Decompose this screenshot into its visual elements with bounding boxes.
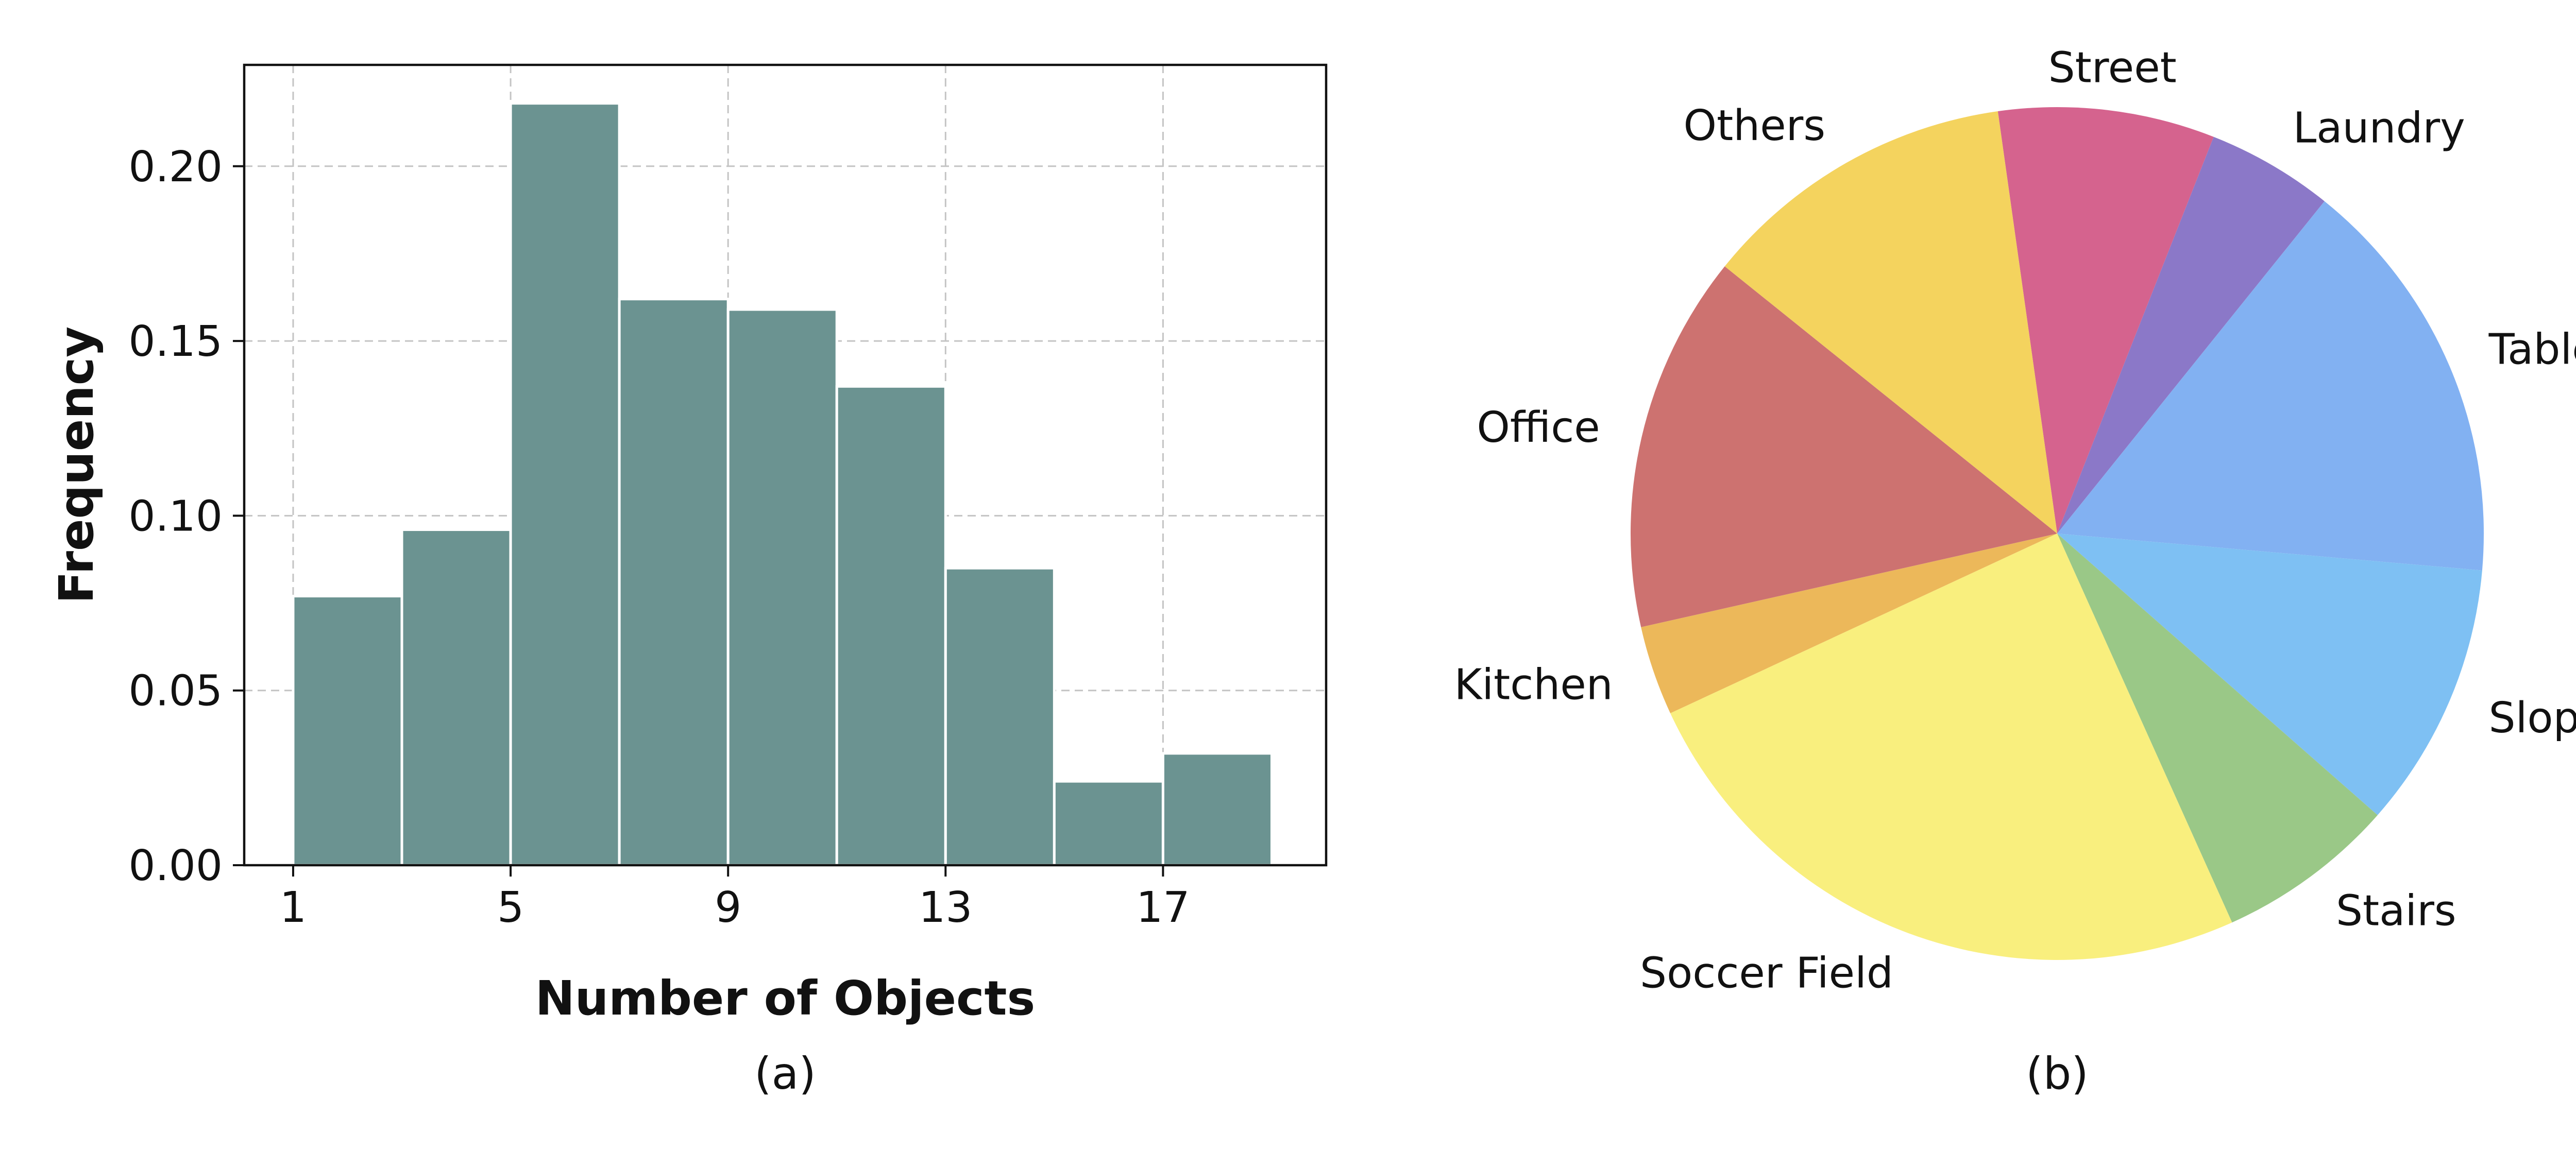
histogram-bars <box>292 102 1273 867</box>
y-axis-title: Frequency <box>49 327 104 604</box>
histogram-bar <box>292 594 403 867</box>
histogram-bar <box>509 102 621 867</box>
pie-label: Laundry <box>2293 104 2465 152</box>
panel-label-a: (a) <box>754 1048 816 1100</box>
pie-label: Table <box>2488 325 2576 374</box>
x-tick-label: 5 <box>497 883 524 932</box>
histogram-bar <box>835 385 947 867</box>
histogram-bar <box>944 567 1056 867</box>
panel-label-b: (b) <box>2026 1048 2089 1100</box>
pie-slice-others <box>1724 111 2057 534</box>
pie-slice-stairs <box>2057 534 2378 923</box>
y-tick-label: 0.05 <box>128 667 223 716</box>
pie-slice-office <box>1631 266 2057 627</box>
histogram-ticks: 1 5 9 13 17 0.00 0.05 0.10 0.15 0.20 <box>128 143 1190 932</box>
pie-labels: Street Laundry Table Slope Stairs Soccer Fiel… <box>1454 44 2576 998</box>
pie-slices <box>1631 107 2484 960</box>
pie-label: Stairs <box>2336 887 2456 936</box>
pie-label: Kitchen <box>1454 661 1613 710</box>
histogram-plot-frame <box>243 63 1328 867</box>
pie-label: Street <box>2048 44 2177 93</box>
pie-slice-laundry <box>2057 136 2325 534</box>
pie-label: Soccer Field <box>1640 949 1893 998</box>
pie-slice-street <box>1997 107 2214 534</box>
pie-slice-table <box>2057 201 2484 571</box>
histogram-bar <box>400 528 512 867</box>
y-tick-label: 0.10 <box>128 492 223 541</box>
pie-slice-kitchen <box>1641 534 2057 713</box>
y-tick-label: 0.20 <box>128 143 223 192</box>
histogram-bar <box>1053 780 1164 867</box>
pie-label: Slope <box>2489 694 2576 743</box>
pie-label: Others <box>1684 101 1826 150</box>
x-tick-label: 17 <box>1136 883 1190 932</box>
histogram-bar <box>726 308 838 867</box>
y-tick-label: 0.15 <box>128 317 223 366</box>
x-axis-title: Number of Objects <box>535 971 1036 1026</box>
x-tick-label: 13 <box>919 883 972 932</box>
histogram-bar <box>618 298 730 867</box>
x-tick-label: 9 <box>715 883 741 932</box>
pie-slice-soccer-field <box>1670 534 2232 960</box>
histogram-bar <box>1161 752 1273 867</box>
pie-slice-slope <box>2057 534 2482 815</box>
x-tick-label: 1 <box>280 883 307 932</box>
y-tick-label: 0.00 <box>128 842 223 890</box>
pie-chart: Street Laundry Table Slope Stairs Soccer Fiel… <box>1454 44 2576 1100</box>
pie-label: Office <box>1477 403 1600 452</box>
